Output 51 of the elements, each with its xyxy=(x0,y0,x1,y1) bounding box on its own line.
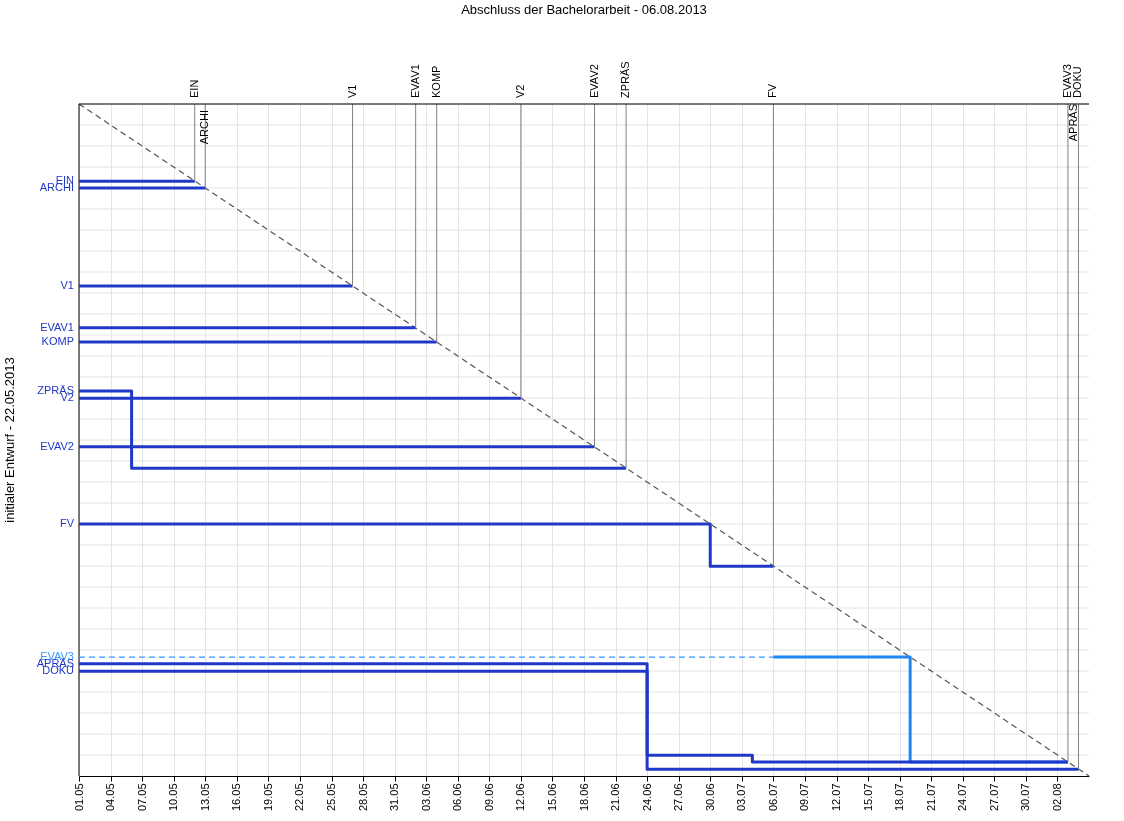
series-label: EVAV2 xyxy=(40,439,74,452)
x-tick-label: 12.06 xyxy=(514,783,527,812)
x-tick-label: 01.05 xyxy=(72,783,85,812)
x-tick-label: 06.06 xyxy=(451,783,464,812)
series-label: KOMP xyxy=(41,334,74,347)
chart-title: Abschluss der Bachelorarbeit - 06.08.2013 xyxy=(461,2,707,18)
x-tick-label: 31.05 xyxy=(388,783,401,812)
x-tick-label: 09.07 xyxy=(798,783,811,812)
ref-line-label: KOMP xyxy=(429,65,442,98)
x-tick-label: 13.05 xyxy=(198,783,211,812)
x-tick-label: 04.05 xyxy=(104,783,117,812)
ref-line-label: V2 xyxy=(513,84,526,98)
x-tick-label: 22.05 xyxy=(293,783,306,812)
ref-line-label: ZPRÄS xyxy=(619,61,632,98)
annotation: APRÄS xyxy=(1066,104,1079,142)
ref-line-label: EVAV3 xyxy=(1060,64,1073,98)
x-tick-label: 09.06 xyxy=(482,783,495,812)
ref-line-label: EVAV2 xyxy=(587,64,600,98)
x-tick-label: 12.07 xyxy=(830,783,842,812)
x-tick-label: 21.06 xyxy=(609,783,622,812)
ref-line-label: V1 xyxy=(345,84,358,98)
x-tick-label: 28.05 xyxy=(356,783,369,812)
ref-line-label: DOKU xyxy=(1071,66,1084,98)
ref-line-label: EVAV1 xyxy=(408,64,421,98)
x-tick-label: 30.07 xyxy=(1019,783,1032,812)
series-label: FV xyxy=(59,517,75,529)
x-tick-label: 07.05 xyxy=(135,783,148,812)
x-tick-label: 21.07 xyxy=(924,783,937,812)
x-tick-label: 30.06 xyxy=(703,783,716,812)
x-tick-label: 27.07 xyxy=(987,783,1000,812)
x-tick-label: 24.06 xyxy=(640,783,653,812)
y-axis-title: initialer Entwurf - 22.05.2013 xyxy=(2,357,17,523)
x-tick-label: 03.06 xyxy=(419,783,432,812)
x-tick-label: 03.07 xyxy=(735,783,748,812)
x-tick-label: 02.08 xyxy=(1050,783,1063,812)
ref-line-label: FV xyxy=(766,83,779,98)
x-tick-label: 16.05 xyxy=(230,783,243,812)
x-tick-label: 19.05 xyxy=(261,783,274,812)
x-tick-label: 27.06 xyxy=(672,783,685,812)
x-tick-label: 18.07 xyxy=(893,783,906,812)
x-tick-label: 10.05 xyxy=(167,783,180,812)
x-tick-label: 18.06 xyxy=(577,783,590,812)
x-tick-label: 24.07 xyxy=(956,783,969,812)
ref-line-label: EIN xyxy=(187,79,200,98)
x-tick-label: 15.06 xyxy=(545,783,558,812)
x-tick-label: 15.07 xyxy=(861,783,874,812)
x-tick-label: 25.05 xyxy=(325,783,337,812)
ref-line-label: ARCHI xyxy=(198,110,211,145)
series-label: V1 xyxy=(60,279,74,292)
x-tick-label: 06.07 xyxy=(766,783,779,812)
series-label: EVAV1 xyxy=(40,320,74,333)
